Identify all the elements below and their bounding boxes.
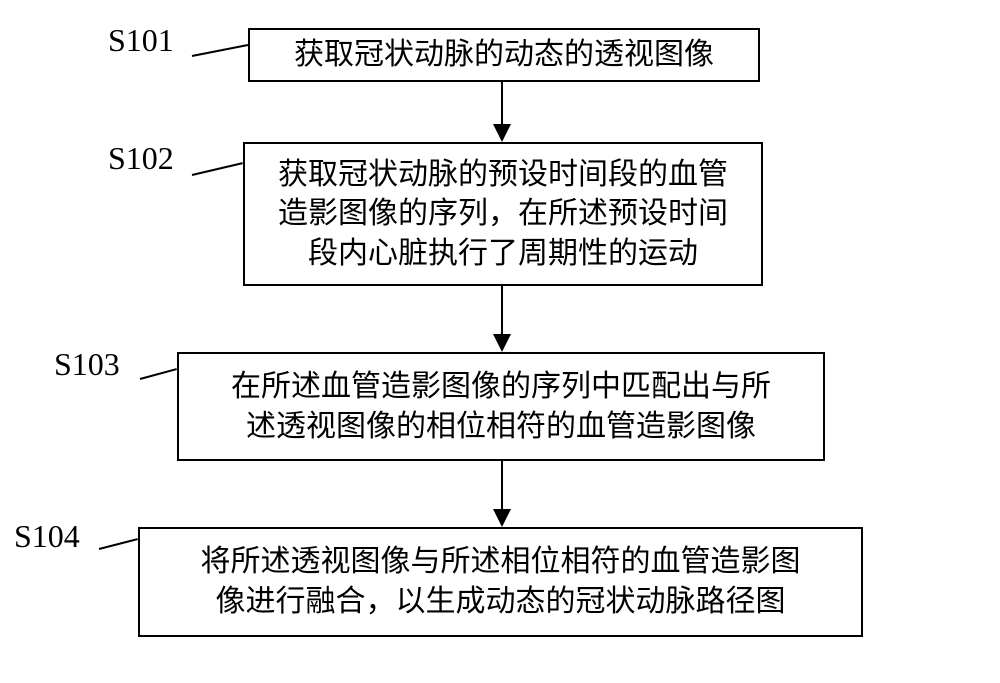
step-s101-box: 获取冠状动脉的动态的透视图像 — [248, 28, 760, 82]
step-s102-leader — [192, 162, 243, 176]
step-s102-label: S102 — [108, 140, 174, 177]
step-s104-leader — [99, 538, 138, 550]
edge-0-head — [493, 124, 511, 142]
step-s102-text: 获取冠状动脉的预设时间段的血管 造影图像的序列，在所述预设时间 段内心脏执行了周… — [278, 155, 728, 274]
step-s101-label: S101 — [108, 22, 174, 59]
step-s101-text: 获取冠状动脉的动态的透视图像 — [294, 35, 714, 75]
edge-2-shaft — [501, 461, 503, 509]
step-s103-text: 在所述血管造影图像的序列中匹配出与所 述透视图像的相位相符的血管造影图像 — [231, 367, 771, 446]
step-s104-label: S104 — [14, 518, 80, 555]
edge-1-head — [493, 334, 511, 352]
step-s101-leader — [192, 44, 248, 57]
flowchart-canvas: 获取冠状动脉的动态的透视图像 S101 获取冠状动脉的预设时间段的血管 造影图像… — [0, 0, 1000, 683]
edge-2-head — [493, 509, 511, 527]
step-s103-leader — [140, 368, 178, 380]
step-s104-box: 将所述透视图像与所述相位相符的血管造影图 像进行融合，以生成动态的冠状动脉路径图 — [138, 527, 863, 637]
step-s103-label: S103 — [54, 346, 120, 383]
edge-1-shaft — [501, 286, 503, 334]
edge-0-shaft — [501, 82, 503, 124]
step-s103-box: 在所述血管造影图像的序列中匹配出与所 述透视图像的相位相符的血管造影图像 — [177, 352, 825, 461]
step-s104-text: 将所述透视图像与所述相位相符的血管造影图 像进行融合，以生成动态的冠状动脉路径图 — [201, 542, 801, 621]
step-s102-box: 获取冠状动脉的预设时间段的血管 造影图像的序列，在所述预设时间 段内心脏执行了周… — [243, 142, 763, 286]
